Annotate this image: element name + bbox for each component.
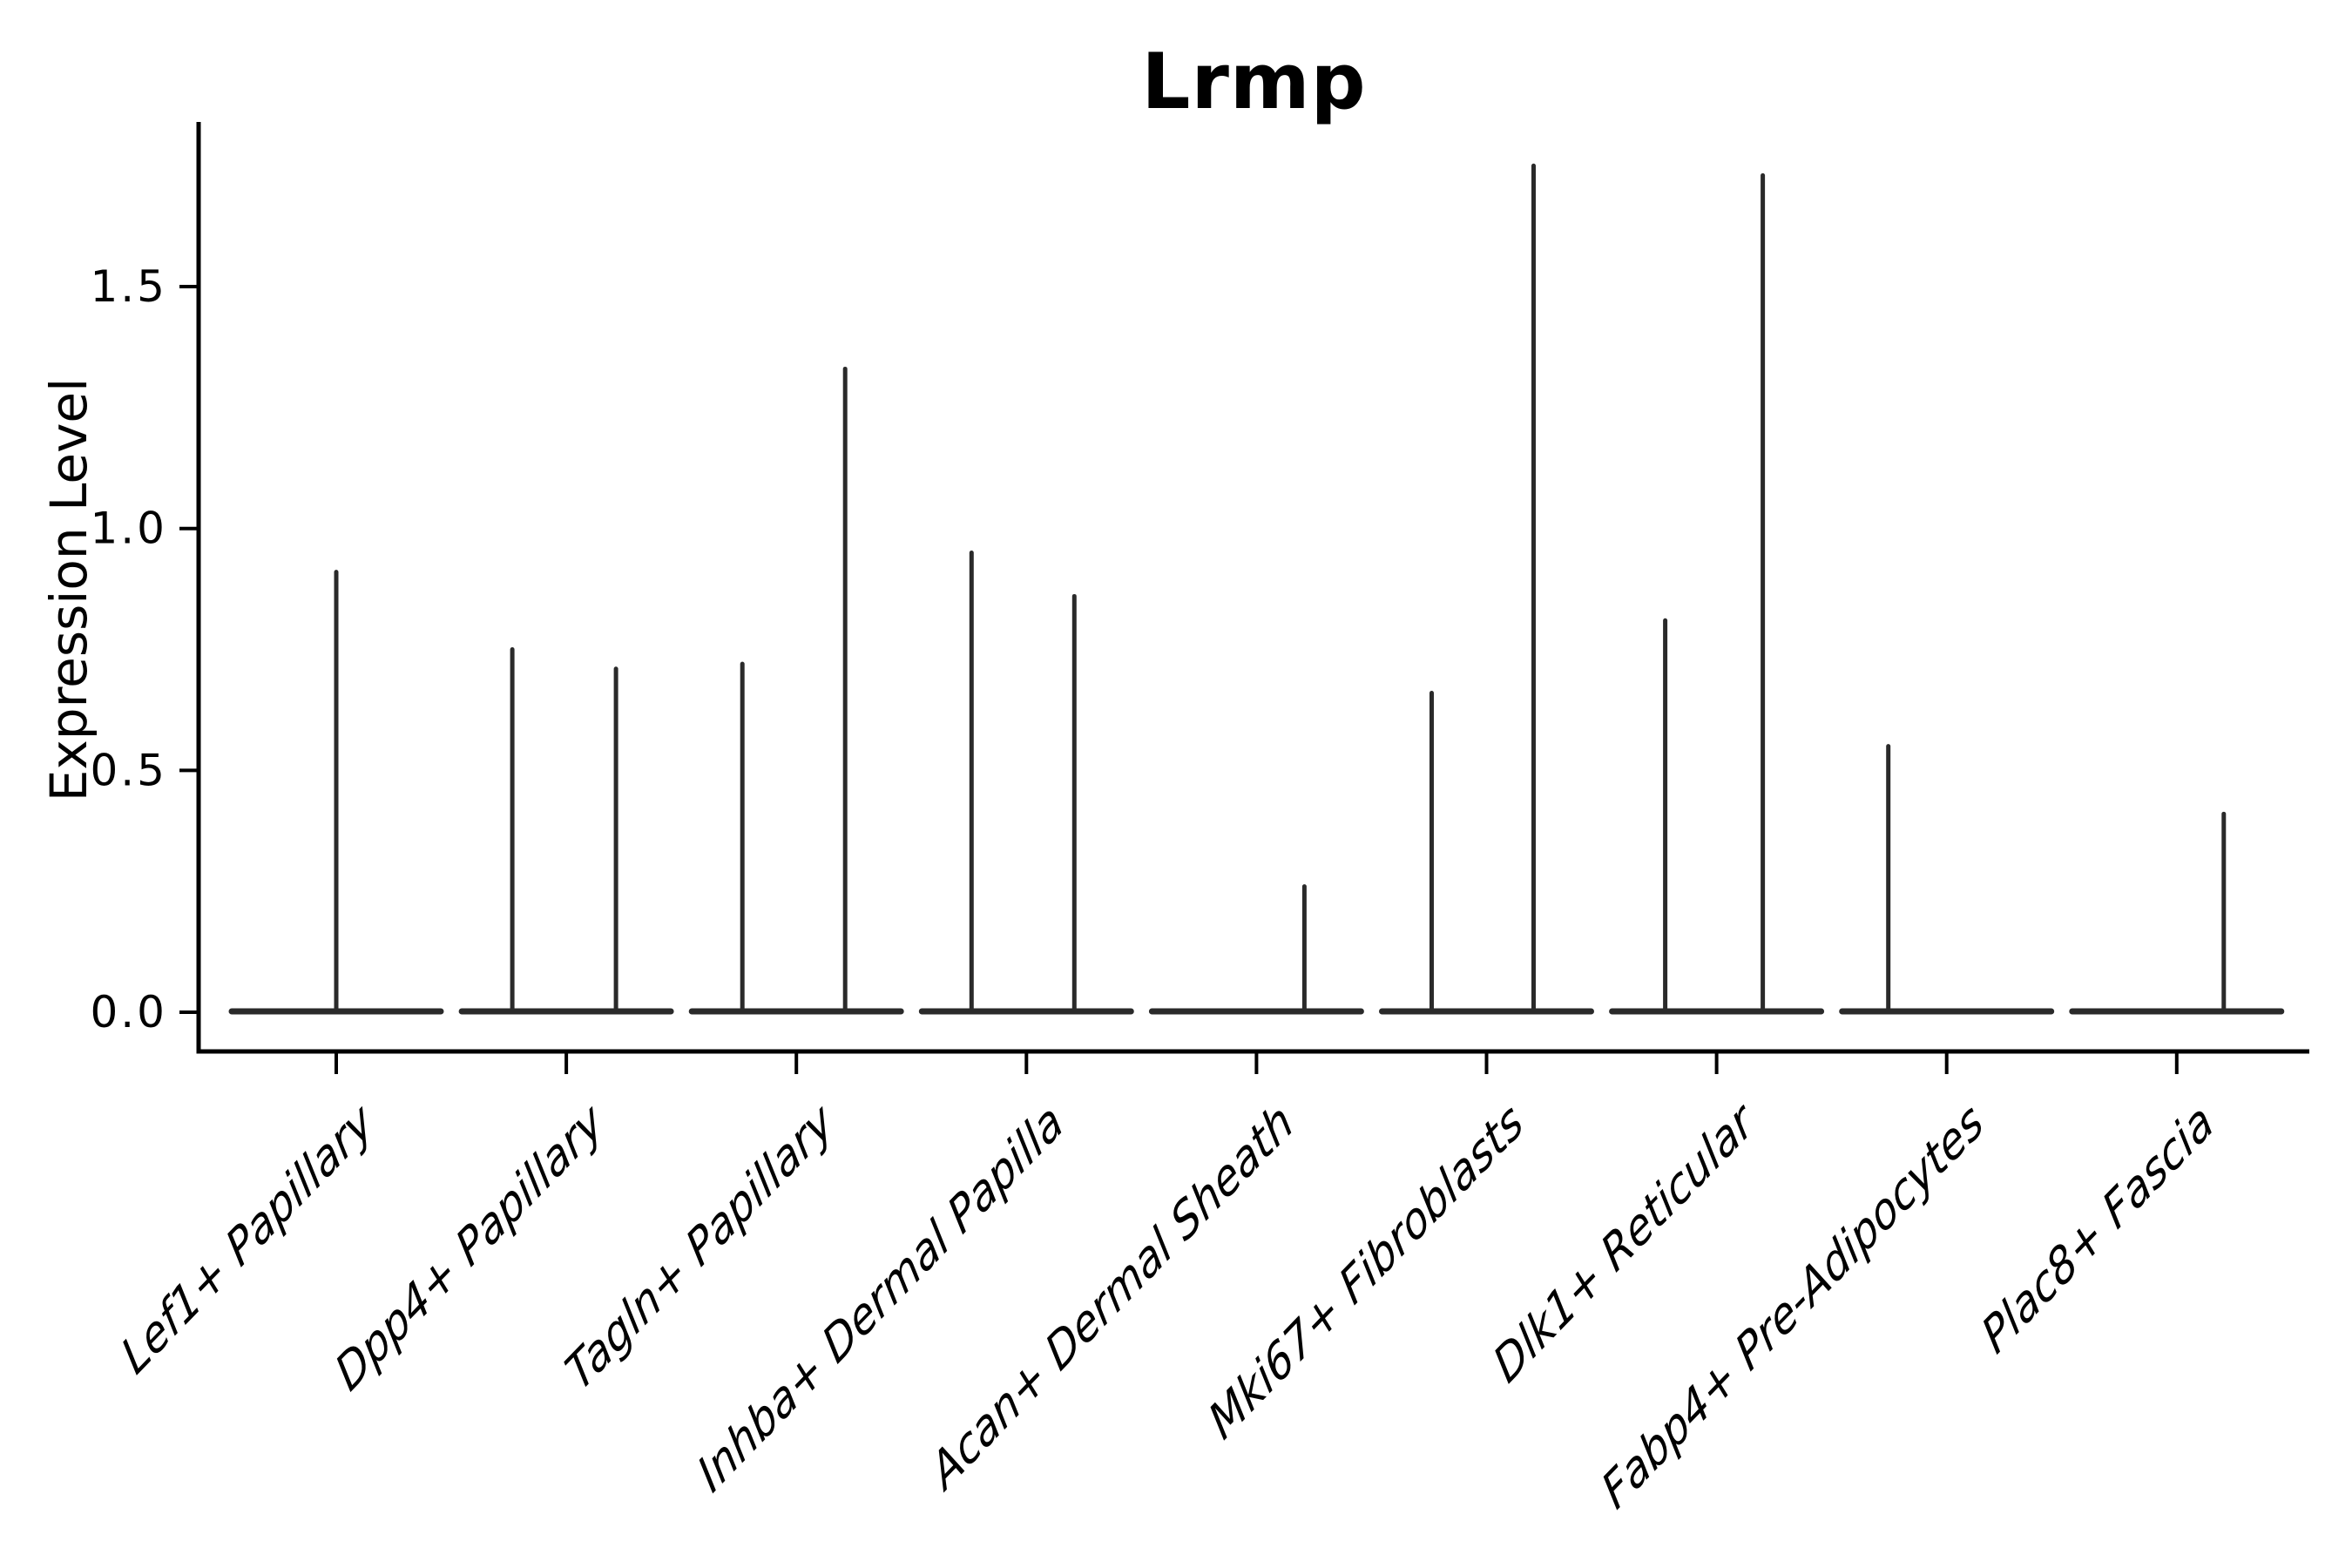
x-tick-label: Fabp4+ Pre-Adipocytes xyxy=(1593,1092,1991,1521)
y-tick-label: 0.0 xyxy=(90,987,167,1037)
chart-title: Lrmp xyxy=(1141,37,1367,126)
x-tick-label: Acan+ Dermal Sheath xyxy=(921,1092,1301,1503)
y-tick-label: 1.0 xyxy=(90,504,167,554)
y-tick-label: 0.5 xyxy=(90,745,167,795)
x-tick-label: Inhba+ Dermal Papilla xyxy=(689,1092,1071,1504)
x-tick-label: Plac8+ Fascia xyxy=(1974,1092,2222,1366)
y-tick-label: 1.5 xyxy=(90,261,167,312)
